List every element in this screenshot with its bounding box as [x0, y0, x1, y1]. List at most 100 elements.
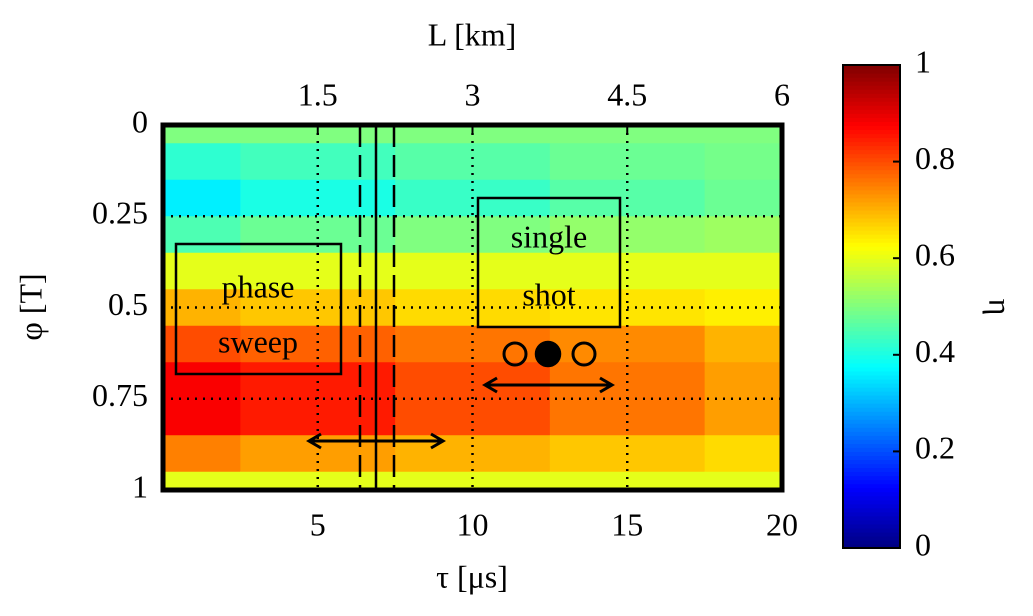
x2-tick-label: 4.5 — [607, 76, 647, 112]
y-tick-label: 1 — [132, 468, 148, 504]
heat-cell — [163, 216, 241, 254]
colorbar-segment — [843, 258, 900, 263]
colorbar-segment — [843, 346, 900, 352]
colorbar-segment — [843, 290, 900, 296]
colorbar-tick-label: 0.2 — [915, 430, 955, 466]
colorbar-segment — [843, 459, 900, 465]
x-tick-label: 20 — [766, 506, 798, 542]
colorbar-segment — [843, 535, 900, 541]
y-tick-label: 0 — [132, 103, 148, 139]
colorbar-segment — [843, 238, 900, 243]
colorbar-segment — [843, 378, 900, 384]
heat-cell — [163, 125, 241, 144]
colorbar-segment — [843, 350, 900, 356]
x-axis-label: τ [μs] — [436, 558, 508, 594]
colorbar-segment — [843, 370, 900, 376]
heat-cell — [549, 471, 706, 490]
heat-cell — [240, 325, 396, 363]
x2-axis-label: L [km] — [428, 16, 517, 52]
colorbar-segment — [843, 399, 900, 404]
colorbar-segment — [843, 254, 900, 259]
heat-cell — [163, 362, 241, 400]
colorbar-segment — [843, 455, 900, 461]
colorbar-segment — [843, 137, 900, 143]
colorbar: 0 0.2 0.4 0.6 0.8 1 — [842, 43, 955, 562]
heat-cell — [163, 471, 241, 490]
colorbar-segment — [843, 77, 900, 82]
colorbar-segment — [843, 278, 900, 283]
heat-cell — [704, 398, 782, 436]
colorbar-segment — [843, 262, 900, 267]
colorbar-segment — [843, 495, 900, 501]
colorbar-segment — [843, 169, 900, 175]
heat-cell — [704, 471, 782, 490]
annotation-text: single — [511, 218, 587, 254]
heat-cell — [549, 362, 706, 400]
colorbar-segment — [843, 81, 900, 86]
colorbar-segment — [843, 242, 900, 247]
colorbar-segment — [843, 447, 900, 452]
y-tick-label: 0.25 — [92, 195, 148, 231]
colorbar-tick-label: 0.4 — [915, 333, 955, 369]
colorbar-segment — [843, 205, 900, 211]
arrow — [306, 432, 446, 450]
colorbar-segment — [843, 246, 900, 251]
heat-cell — [163, 179, 241, 217]
colorbar-segment — [843, 209, 900, 215]
colorbar-segment — [843, 165, 900, 171]
colorbar-tick-label: 0 — [915, 526, 931, 562]
x-tick-label: 10 — [457, 506, 489, 542]
colorbar-segment — [843, 189, 900, 195]
colorbar-segment — [843, 141, 900, 147]
heat-cell — [395, 252, 551, 290]
colorbar-segment — [843, 117, 900, 122]
heat-cell — [240, 362, 396, 400]
colorbar-segment — [843, 334, 900, 340]
colorbar-segment — [843, 213, 900, 219]
colorbar-segment — [843, 395, 900, 400]
heat-cell — [395, 362, 551, 400]
colorbar-segment — [843, 407, 900, 412]
colorbar-segment — [843, 531, 900, 537]
colorbar-segment — [843, 177, 900, 183]
heat-cell — [163, 398, 241, 436]
x-tick-label: 15 — [611, 506, 643, 542]
x2-tick-label: 1.5 — [298, 76, 338, 112]
colorbar-segment — [843, 302, 900, 308]
annotation-text: phase — [222, 268, 295, 304]
annotation-box — [476, 196, 622, 329]
colorbar-segment — [843, 443, 900, 448]
colorbar-segment — [843, 527, 900, 533]
colorbar-segment — [843, 129, 900, 135]
colorbar-segment — [843, 511, 900, 517]
annotation-text: sweep — [218, 323, 298, 359]
colorbar-segment — [843, 173, 900, 179]
colorbar-segment — [843, 306, 900, 312]
y-tick-label: 0.75 — [92, 377, 148, 413]
heat-cell — [549, 252, 706, 290]
colorbar-tick-label: 0.8 — [915, 140, 955, 176]
heat-cell — [549, 325, 706, 363]
colorbar-segment — [843, 282, 900, 287]
colorbar-segment — [843, 274, 900, 279]
colorbar-segment — [843, 230, 900, 235]
colorbar-segment — [843, 503, 900, 509]
colorbar-segment — [843, 153, 900, 159]
heat-cell — [704, 252, 782, 290]
colorbar-segment — [843, 149, 900, 155]
colorbar-segment — [843, 483, 900, 489]
colorbar-segment — [843, 157, 900, 163]
filled-circle — [534, 340, 562, 368]
colorbar-segment — [843, 330, 900, 336]
annotation-box — [174, 242, 343, 376]
colorbar-segment — [843, 270, 900, 275]
colorbar-segment — [843, 523, 900, 529]
heatmap — [163, 125, 782, 490]
colorbar-segment — [843, 109, 900, 114]
colorbar-segment — [843, 121, 900, 126]
heat-cell — [240, 252, 396, 290]
colorbar-segment — [843, 125, 900, 130]
colorbar-segment — [843, 467, 900, 473]
colorbar-segment — [843, 197, 900, 203]
